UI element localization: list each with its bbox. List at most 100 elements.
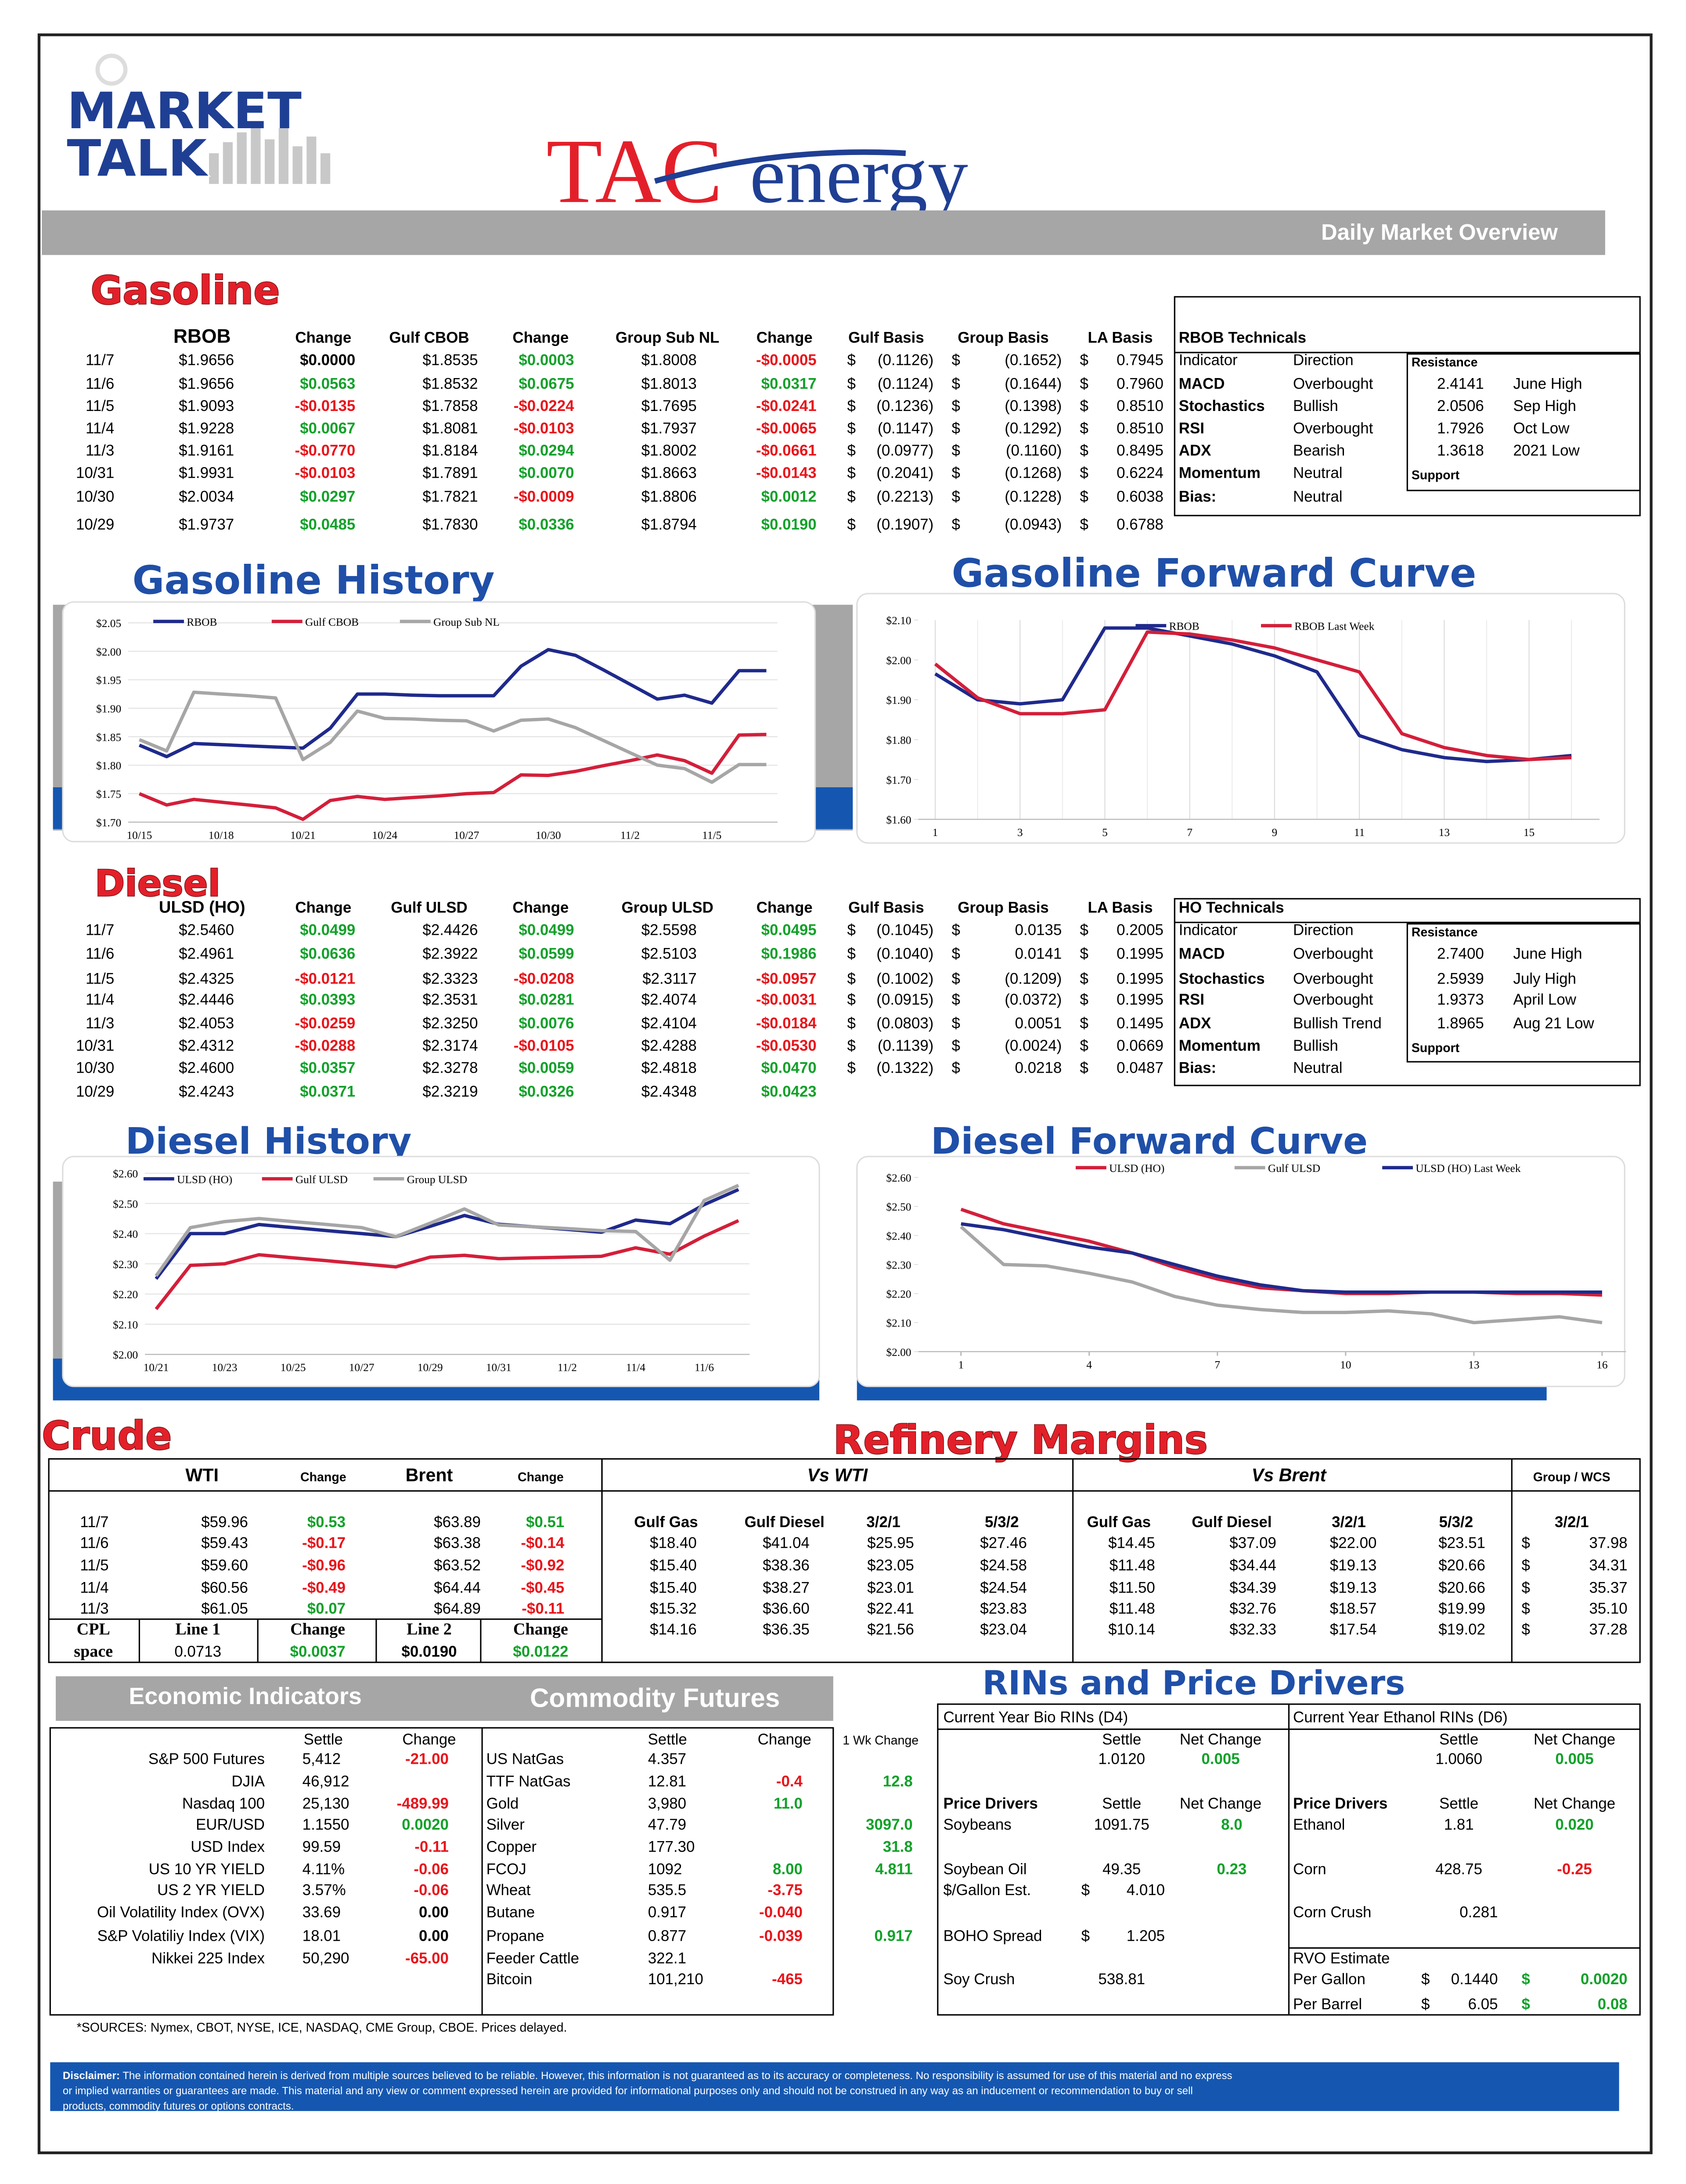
currency-symbol: $ (1080, 1060, 1088, 1077)
legend-label: Gulf CBOB (305, 616, 359, 628)
cell-value: 0.6038 (1117, 488, 1164, 505)
row-date: 11/6 (86, 945, 114, 962)
cell-value: $60.56 (201, 1579, 248, 1596)
y-tick-label: $2.40 (113, 1228, 138, 1240)
cell-value: 4.811 (875, 1860, 912, 1878)
cell-value: -489.99 (397, 1795, 449, 1812)
indicator: MACD (1179, 375, 1225, 392)
currency-symbol: $ (847, 420, 856, 437)
direction: Neutral (1293, 488, 1342, 505)
cell-value: $23.51 (1438, 1535, 1485, 1552)
cell-value: $64.44 (434, 1579, 481, 1596)
technicals-title: HO Technicals (1179, 899, 1284, 916)
cell-value: $14.16 (650, 1621, 697, 1638)
column-header: 5/3/2 (985, 1514, 1019, 1531)
currency-symbol: $ (1521, 1535, 1530, 1552)
cell-value: 3097.0 (866, 1816, 913, 1833)
cell-value: 538.81 (1098, 1971, 1145, 1988)
indicator: Bias: (1179, 488, 1216, 505)
cell-value: $0.07 (307, 1600, 346, 1617)
row-date: 10/31 (76, 1037, 114, 1054)
indicator: Stochastics (1179, 970, 1265, 987)
cell-value: $15.32 (650, 1600, 697, 1617)
direction: Neutral (1293, 464, 1342, 481)
cell-value: $34.39 (1229, 1579, 1276, 1596)
cell-value: -$0.96 (302, 1557, 346, 1574)
cell-value: $2.4446 (179, 991, 234, 1008)
currency-symbol: $ (847, 970, 856, 987)
row-label: Oil Volatility Index (OVX) (97, 1904, 265, 1921)
cell-value: $0.53 (307, 1514, 346, 1531)
x-tick-label: 4 (1086, 1359, 1092, 1371)
column-header: 3/2/1 (866, 1514, 901, 1531)
cell-value: $32.33 (1229, 1621, 1276, 1638)
column-header: Change (295, 329, 351, 346)
row-label: Wheat (486, 1881, 531, 1899)
cell-value: 0.1495 (1117, 1015, 1164, 1032)
cell-value: 35.10 (1589, 1600, 1627, 1617)
cell-value: $2.4961 (179, 945, 234, 962)
column-header: Group Sub NL (616, 329, 719, 346)
column-header: Net Change (1180, 1795, 1261, 1812)
cell-value: $19.13 (1330, 1557, 1377, 1574)
cell-value: -$0.0770 (295, 442, 356, 459)
cell-value: $1.8663 (641, 464, 697, 481)
currency-symbol: $ (952, 442, 960, 459)
cell-value: 46,912 (303, 1773, 349, 1790)
x-tick-label: 11/4 (626, 1362, 645, 1374)
resistance-label: Resistance (1412, 356, 1478, 370)
x-tick-label: 9 (1272, 826, 1278, 839)
cell-value: $24.54 (980, 1579, 1027, 1596)
section-title: Refinery Margins (833, 1417, 1208, 1463)
cell-value: $0.0470 (761, 1060, 817, 1077)
x-tick-label: 11 (1354, 826, 1365, 839)
cell-value: $19.02 (1438, 1621, 1485, 1638)
cell-value: $1.9228 (179, 420, 234, 437)
level-label: Oct Low (1513, 420, 1570, 437)
column-header: Settle (1439, 1731, 1478, 1748)
cell-value: 3,980 (648, 1795, 686, 1812)
currency-symbol: $ (1521, 1621, 1530, 1638)
x-tick-label: 10/21 (290, 829, 316, 841)
row-label: US NatGas (486, 1751, 564, 1768)
currency-symbol: $ (1080, 488, 1088, 505)
currency-symbol: $ (1080, 375, 1088, 392)
cell-value: $2.3174 (422, 1037, 478, 1054)
cell-value: (0.1160) (1006, 442, 1062, 459)
y-tick-label: $2.00 (96, 646, 121, 658)
column-header: Change (758, 1731, 811, 1748)
column-header: Settle (1439, 1795, 1478, 1812)
currency-symbol: $ (952, 921, 960, 938)
column-header: Group ULSD (621, 899, 713, 916)
cell-value: 0.877 (648, 1928, 686, 1945)
column-header: Change (290, 1620, 345, 1638)
cell-value: $0.0423 (761, 1083, 817, 1100)
chart-panel (856, 1156, 1625, 1388)
cell-value: 3.57% (303, 1881, 346, 1899)
cell-value: (0.1002) (876, 970, 933, 987)
cell-value: $59.60 (201, 1557, 248, 1574)
cell-value: 0.1995 (1117, 991, 1164, 1008)
cell-value: $0.0070 (519, 464, 574, 481)
logo-icon (95, 54, 128, 86)
y-tick-label: $1.90 (96, 703, 121, 715)
cell-value: 4.11% (303, 1860, 345, 1878)
cell-value: 535.5 (648, 1881, 686, 1899)
cell-value: $1.7695 (641, 397, 697, 414)
column-header: 3/2/1 (1332, 1514, 1366, 1531)
cell-value: 4.010 (1127, 1881, 1165, 1899)
direction: Overbought (1293, 970, 1373, 987)
direction: Overbought (1293, 945, 1373, 962)
cell-value: -$0.0661 (756, 442, 817, 459)
row-date: 10/31 (76, 464, 114, 481)
x-tick-label: 10/23 (212, 1362, 238, 1374)
x-tick-label: 1 (958, 1359, 964, 1371)
cell-value: $15.40 (650, 1579, 697, 1596)
cell-value: -$0.0103 (514, 420, 574, 437)
cell-value: $1.8535 (422, 351, 478, 368)
cell-value: 177.30 (648, 1838, 695, 1856)
cell-value: $0.1986 (761, 945, 817, 962)
currency-symbol: $ (952, 1037, 960, 1054)
level-value: 1.8965 (1437, 1015, 1484, 1032)
cell-value: $24.58 (980, 1557, 1027, 1574)
